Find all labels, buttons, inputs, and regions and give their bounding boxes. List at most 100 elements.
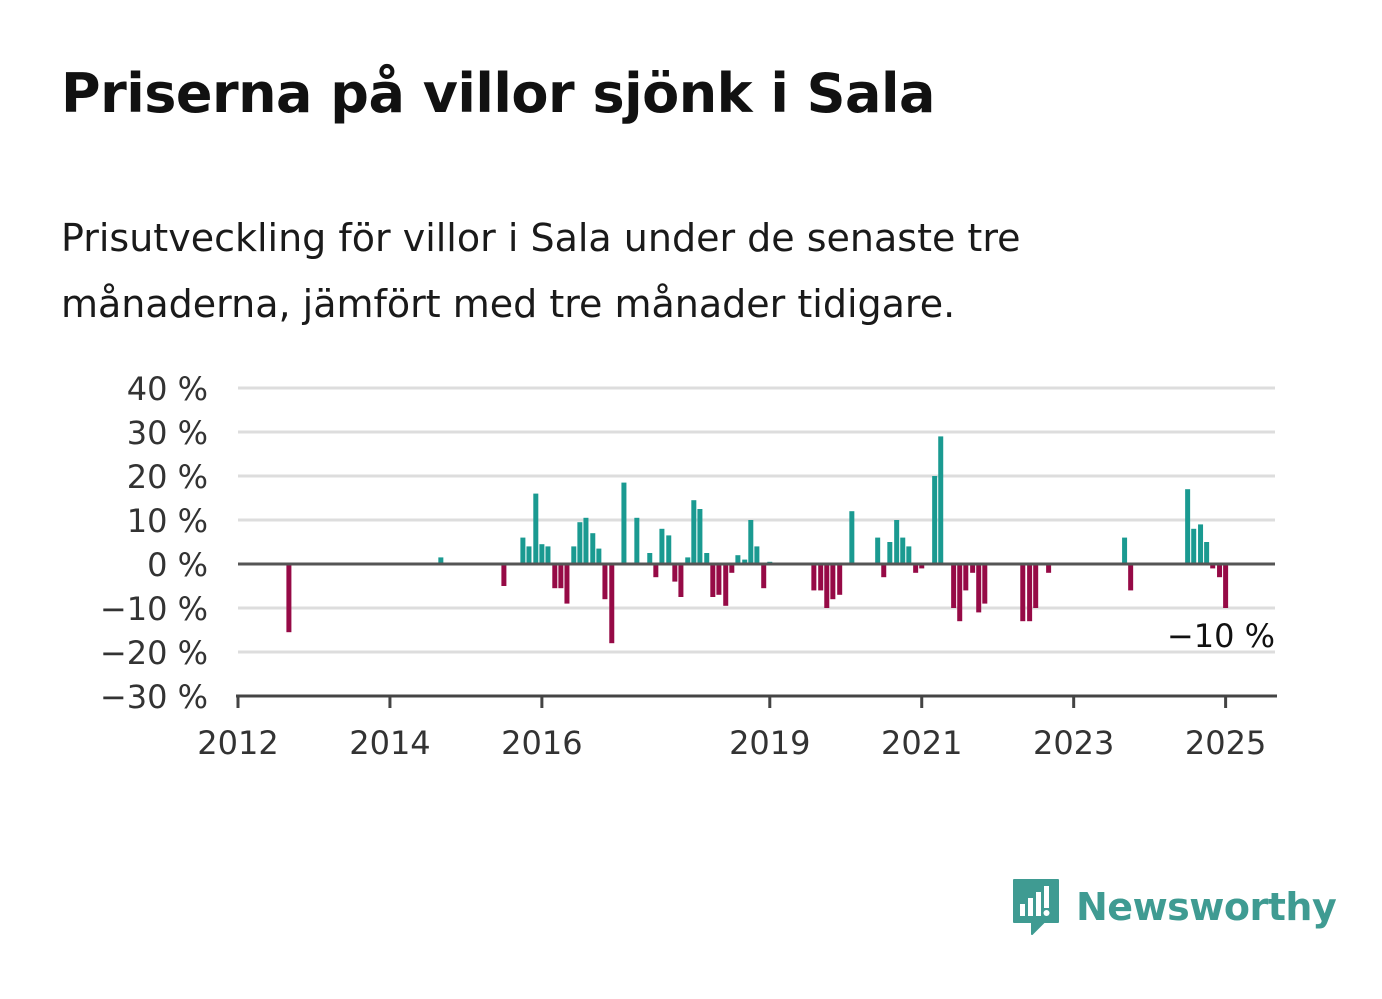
bar bbox=[761, 564, 767, 589]
bar bbox=[666, 535, 672, 564]
bar bbox=[1198, 524, 1204, 564]
chart-title: Priserna på villor sjönk i Sala bbox=[61, 62, 935, 125]
last-value-label: −10 % bbox=[1167, 617, 1275, 655]
bar bbox=[438, 557, 444, 564]
bar bbox=[659, 528, 665, 564]
bar bbox=[748, 520, 754, 564]
bar bbox=[830, 564, 836, 600]
bar bbox=[710, 564, 716, 597]
y-tick-label: −10 % bbox=[100, 590, 208, 628]
bar bbox=[571, 546, 577, 564]
bar bbox=[552, 564, 558, 589]
bar bbox=[621, 482, 627, 564]
bar bbox=[982, 564, 988, 604]
bar bbox=[716, 564, 722, 595]
brand-name: Newsworthy bbox=[1076, 885, 1337, 929]
y-tick-label: 10 % bbox=[127, 502, 208, 540]
bar bbox=[653, 564, 659, 578]
bar bbox=[742, 559, 748, 564]
bar bbox=[1223, 564, 1229, 608]
brand: Newsworthy bbox=[1010, 876, 1337, 938]
bar bbox=[501, 564, 507, 586]
bar bbox=[697, 509, 703, 564]
bar bbox=[526, 546, 532, 564]
bar bbox=[913, 564, 919, 573]
bar-chart: 40 % 30 % 20 % 10 % 0 % −10 % −20 % −30 % 2012 2… bbox=[100, 370, 1278, 762]
bar bbox=[1204, 542, 1210, 564]
bar bbox=[691, 500, 697, 564]
bar bbox=[596, 548, 602, 564]
bar bbox=[837, 564, 843, 595]
bar bbox=[1210, 564, 1216, 569]
bar bbox=[533, 493, 539, 564]
bar bbox=[900, 537, 906, 564]
bar bbox=[963, 564, 969, 591]
bar bbox=[754, 546, 760, 564]
gridlines bbox=[238, 386, 1275, 654]
bar bbox=[1122, 537, 1128, 564]
bar bbox=[609, 564, 615, 644]
bar bbox=[520, 537, 526, 564]
bar bbox=[951, 564, 957, 608]
bar bbox=[875, 537, 881, 564]
bar bbox=[545, 546, 551, 564]
bar bbox=[672, 564, 678, 582]
bar bbox=[723, 564, 729, 606]
bar bbox=[1128, 564, 1134, 591]
axes bbox=[236, 562, 1277, 708]
bar bbox=[729, 564, 735, 573]
bar bbox=[824, 564, 830, 608]
bar bbox=[1027, 564, 1033, 622]
bar bbox=[685, 557, 691, 564]
x-tick-label: 2019 bbox=[729, 724, 810, 762]
bar bbox=[564, 564, 570, 604]
bar bbox=[849, 511, 855, 564]
bar bbox=[976, 564, 982, 613]
x-tick-label: 2012 bbox=[197, 724, 278, 762]
bar bbox=[894, 520, 900, 564]
bar bbox=[932, 476, 938, 564]
y-tick-label: 40 % bbox=[127, 370, 208, 408]
y-tick-label: −30 % bbox=[100, 678, 208, 716]
bar bbox=[577, 522, 583, 564]
x-axis-labels: 2012 2014 2016 2019 2021 2023 2025 bbox=[197, 724, 1266, 762]
y-tick-label: 0 % bbox=[147, 546, 208, 584]
bar bbox=[1033, 564, 1039, 608]
bar bbox=[919, 564, 925, 569]
newsworthy-logo-icon bbox=[1013, 879, 1059, 935]
bar bbox=[678, 564, 684, 597]
bar bbox=[1185, 489, 1191, 564]
bar bbox=[970, 564, 976, 573]
bar bbox=[634, 517, 640, 564]
bar bbox=[818, 564, 824, 591]
y-tick-label: 30 % bbox=[127, 414, 208, 452]
bar bbox=[887, 542, 893, 564]
x-tick-label: 2025 bbox=[1185, 724, 1266, 762]
annotation: −10 % bbox=[1164, 614, 1278, 658]
chart-subtitle: Prisutveckling för villor i Sala under d… bbox=[61, 216, 1021, 326]
bar bbox=[811, 564, 817, 591]
bar bbox=[590, 533, 596, 564]
bar bbox=[558, 564, 564, 589]
bar bbox=[1046, 564, 1052, 573]
bar bbox=[286, 564, 292, 633]
y-tick-label: 20 % bbox=[127, 458, 208, 496]
x-tick-label: 2023 bbox=[1033, 724, 1114, 762]
bar bbox=[647, 553, 653, 564]
x-tick-label: 2014 bbox=[349, 724, 430, 762]
bar bbox=[602, 564, 608, 600]
bar bbox=[704, 553, 710, 564]
bar bbox=[1191, 528, 1197, 564]
bar bbox=[1020, 564, 1026, 622]
y-tick-label: −20 % bbox=[100, 634, 208, 672]
y-axis-labels: 40 % 30 % 20 % 10 % 0 % −10 % −20 % −30 % bbox=[100, 370, 208, 716]
x-tick-label: 2016 bbox=[501, 724, 582, 762]
bar bbox=[906, 546, 912, 564]
bar bbox=[881, 564, 887, 578]
bar bbox=[583, 517, 589, 564]
bar bbox=[539, 544, 545, 564]
bar bbox=[1217, 564, 1223, 578]
bar bbox=[957, 564, 963, 622]
bars bbox=[286, 436, 1229, 644]
bar bbox=[735, 555, 741, 564]
